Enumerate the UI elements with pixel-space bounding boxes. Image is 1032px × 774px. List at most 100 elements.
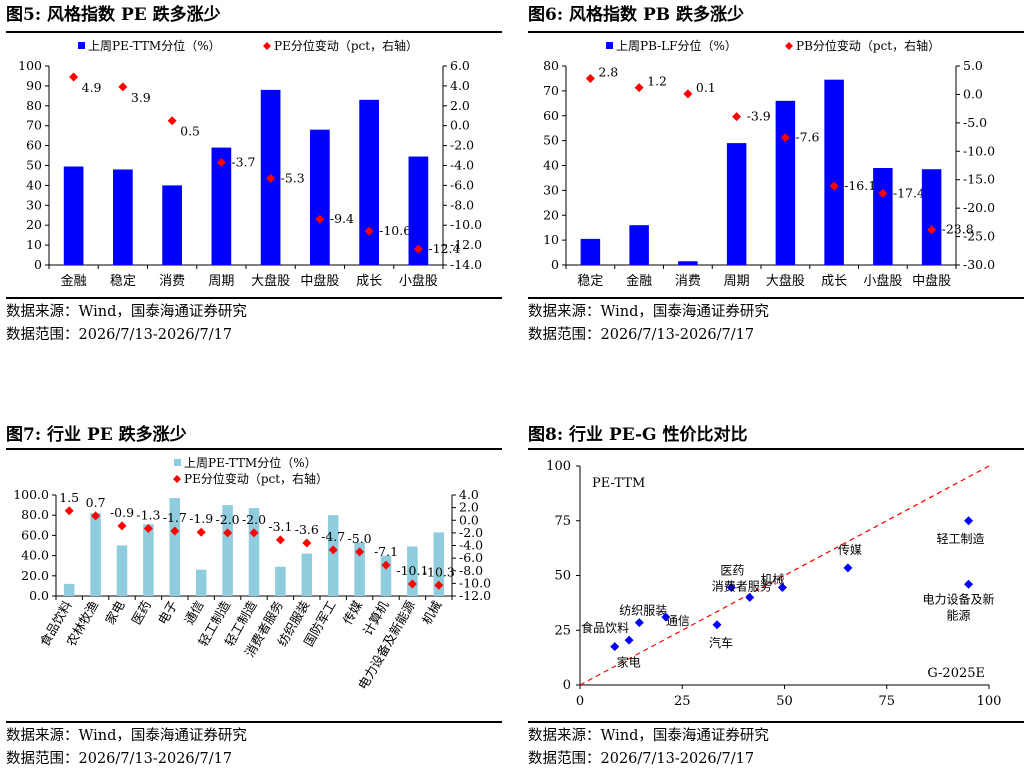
x-tick-label: 中盘股 [300, 273, 339, 289]
y-tick-label: 75 [554, 514, 571, 529]
legend-marker-swatch [263, 42, 271, 50]
y-tick-label: 0.0 [29, 588, 49, 603]
fig8-title: 图8: 行业 PE-G 性价比对比 [528, 425, 748, 445]
value-label: -23.8 [942, 222, 974, 237]
x-tick-label: 成长 [821, 274, 847, 289]
scatter-point [610, 642, 620, 652]
scatter-point [964, 579, 974, 589]
bar [222, 505, 233, 596]
bar [301, 553, 313, 596]
source-label: 数据来源： [528, 304, 601, 320]
y-tick-label: 10 [543, 232, 559, 247]
legend-marker-label: PE分位变动（pct，右轴） [184, 471, 328, 486]
change-marker [381, 560, 391, 570]
y-tick-label: 50 [543, 133, 559, 148]
bar [921, 169, 942, 265]
y-axis-title: PE-TTM [592, 476, 645, 491]
x-tick-label: 周期 [724, 274, 750, 289]
bar [726, 143, 747, 265]
value-label: 0.1 [696, 80, 716, 95]
source-text: Wind，国泰海通证券研究 [600, 304, 769, 320]
y-tick-label: 60.0 [21, 527, 49, 542]
bar [380, 555, 392, 596]
point-label: 电力设备及新 [923, 591, 995, 606]
y-tick-label: 60 [543, 108, 559, 123]
scatter-point [726, 583, 736, 593]
y2-tick-label: -5.0 [963, 115, 987, 130]
x-axis-title: G-2025E [927, 666, 985, 681]
range-text: 2026/7/13-2026/7/17 [78, 327, 233, 343]
change-marker [927, 225, 937, 235]
y2-tick-label: -12.0 [450, 237, 482, 252]
legend-marker-label: PB分位变动（pct，右轴） [796, 38, 940, 53]
value-label: -10.1 [396, 563, 428, 578]
bar [275, 566, 286, 596]
fig7-source: 数据来源：Wind，国泰海通证券研究 [6, 727, 247, 745]
range-label: 数据范围： [528, 327, 601, 343]
y2-tick-label: 5.0 [963, 58, 983, 73]
y-tick-label: 90 [26, 78, 42, 93]
bar [169, 498, 181, 596]
point-label: 食品饮料 [581, 620, 629, 635]
y2-tick-label: -12.0 [459, 588, 491, 603]
x-tick-label: 小盘股 [399, 273, 438, 289]
y-tick-label: 10 [26, 237, 42, 252]
y-tick-label: 70 [543, 83, 559, 98]
fig5-chart: 上周PE-TTM分位（%） PE分位变动（pct，右轴） 0 10 20 30 40 50 60… [18, 38, 482, 289]
y-tick-label: 0 [551, 257, 559, 272]
value-label: -7.6 [795, 130, 819, 145]
x-tick-label: 通信 [181, 598, 206, 627]
change-marker [143, 523, 153, 533]
fig6-chart: 上周PB-LF分位（%） PB分位变动（pct，右轴） 0 10 20 30 40 50 60 7… [543, 38, 995, 289]
y2-tick-label: -8.0 [450, 197, 474, 212]
source-text: Wind，国泰海通证券研究 [78, 304, 247, 320]
value-label: 3.9 [131, 90, 151, 105]
source-label: 数据来源： [6, 304, 79, 320]
fig7-title: 图7: 行业 PE 跌多涨少 [6, 425, 187, 445]
change-marker [328, 545, 338, 555]
scatter-point [624, 635, 634, 645]
y-tick-label: 0 [34, 257, 42, 272]
y2-tick-label: -2.0 [450, 138, 474, 153]
reference-line [579, 465, 990, 686]
x-tick-label: 金融 [61, 273, 87, 289]
x-tick-label: 中盘股 [912, 273, 951, 289]
y-tick-label: 80.0 [21, 507, 49, 522]
fig7-panel: 图7: 行业 PE 跌多涨少 上周PE-TTM分位（%） PE分位变动（pct，右… [6, 424, 506, 774]
bar [195, 569, 207, 596]
fig8-panel: 图8: 行业 PE-G 性价比对比 0 25 50 75 100 0 25 50 75 100 PE… [528, 424, 1028, 774]
legend-bar-label: 上周PE-TTM分位（%） [184, 455, 317, 470]
change-marker [585, 74, 595, 84]
change-marker [355, 547, 365, 557]
legend-bar-swatch [78, 42, 85, 49]
value-label: -7.1 [374, 544, 398, 559]
bar [359, 99, 379, 265]
change-marker [364, 226, 374, 236]
fig8-title-rule [528, 448, 1024, 450]
fig7-bottom-rule [6, 721, 502, 723]
legend-bar-swatch [174, 459, 181, 466]
fig8-bottom-rule [528, 721, 1024, 723]
y2-tick-label: 2.0 [450, 98, 470, 113]
x-tick-label: 稳定 [577, 273, 603, 289]
legend-marker-label: PE分位变动（pct，右轴） [274, 38, 418, 53]
x-tick-label: 0 [576, 694, 584, 709]
fig8-source: 数据来源：Wind，国泰海通证券研究 [528, 727, 769, 745]
scatter-point [634, 618, 644, 628]
y2-tick-label: -6.0 [459, 550, 483, 565]
y2-tick-label: 2.0 [459, 500, 479, 515]
scatter-point [745, 592, 755, 602]
value-label: 0.7 [86, 495, 106, 510]
change-marker [634, 83, 644, 93]
fig5-bottom-rule [6, 297, 502, 299]
y-tick-label: 100.0 [13, 487, 49, 502]
value-label: -10.6 [379, 223, 411, 238]
y-tick-label: 30 [26, 197, 42, 212]
y2-tick-label: -4.0 [450, 158, 474, 173]
y2-tick-label: -10.0 [459, 575, 491, 590]
x-tick-label: 大盘股 [251, 273, 290, 289]
change-marker [91, 511, 101, 521]
y-tick-label: 20.0 [21, 568, 49, 583]
change-marker [434, 580, 444, 590]
source-text: Wind，国泰海通证券研究 [600, 728, 769, 744]
